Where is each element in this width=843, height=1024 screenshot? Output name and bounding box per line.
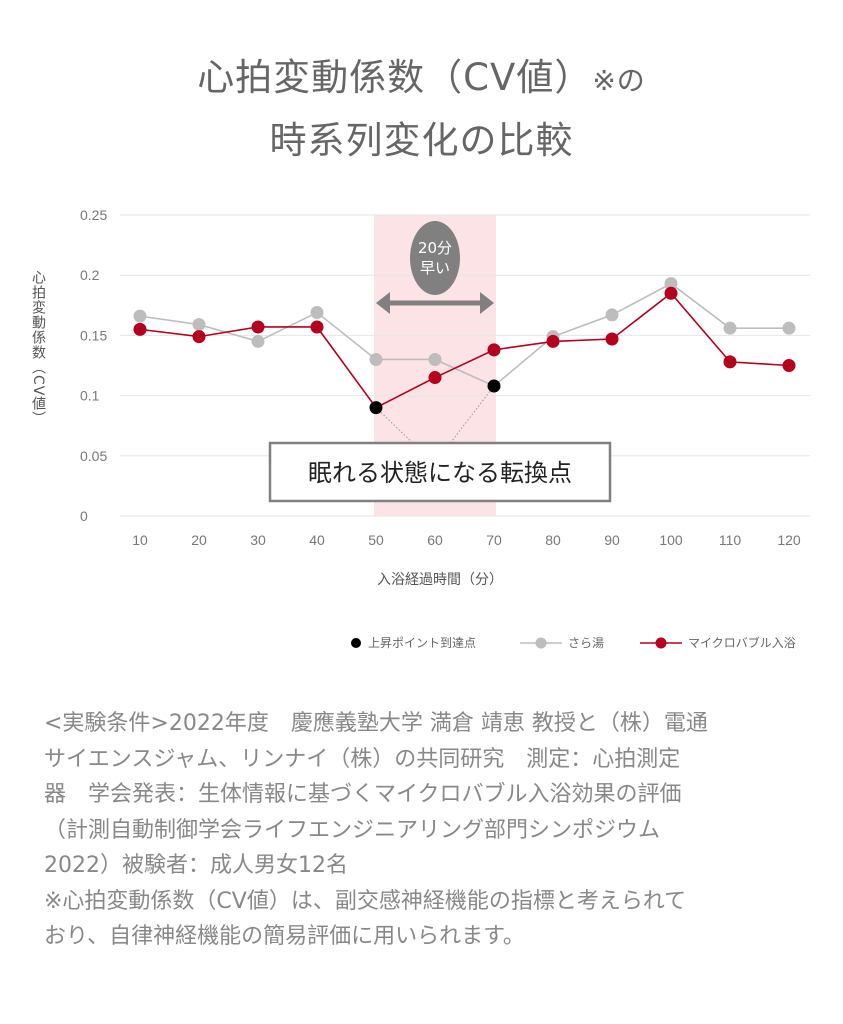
bubble [410,221,460,295]
legend-peak: 上昇ポイント到達点 [350,634,476,651]
data-point [487,379,501,393]
arrow-left-icon [376,292,390,314]
note-line: （計測自動制御学会ライフエンジニアリング部門シンポジウム [44,817,661,843]
x-tick-label: 70 [486,532,502,548]
note-line: <実験条件>2022年度 慶應義塾大学 満倉 靖恵 教授と（株）電通 [44,711,708,736]
data-point [605,332,619,346]
annotation-text: 眠れる状態になる転換点 [308,459,572,487]
series-line-sara [139,282,789,387]
note-line: 器 学会発表：生体情報に基づくマイクロバブル入浴効果の評価 [44,782,682,807]
arrow-right-icon [480,292,494,314]
bubble-line1: 20分 [418,239,452,257]
legend-microbubble: マイクロバブル入浴 [640,634,796,651]
title-line2: 時系列変化の比較 [269,119,574,162]
y-tick-label: 0.05 [80,448,107,464]
data-point [546,334,560,348]
y-tick-label: 0.2 [80,267,100,283]
data-point [664,286,678,300]
note-line: 2022）被験者：成人男女12名 [44,853,348,878]
data-point [192,330,206,344]
x-tick-label: 90 [604,532,620,548]
data-point [664,277,678,291]
red-line-marker-icon [640,637,682,648]
x-tick-label: 20 [191,532,207,548]
note-line: おり、自律神経機能の簡易評価に用いられます。 [44,924,525,949]
data-point [428,371,442,385]
x-tick-label: 10 [132,532,148,548]
data-point [192,318,206,332]
x-tick-label: 40 [309,532,325,548]
x-tick-label: 50 [368,532,384,548]
data-point [723,355,737,369]
x-tick-label: 30 [250,532,266,548]
x-tick-label: 60 [427,532,443,548]
leader-line [444,385,495,451]
legend-sara: さら湯 [520,634,604,651]
y-tick-label: 0 [80,508,88,524]
data-point [782,359,796,372]
black-dot-icon [351,637,361,648]
y-tick-label: 0.25 [80,207,107,223]
data-point [428,352,442,366]
y-tick-label: 0.1 [80,388,100,404]
note-line: ※心拍変動係数（CV値）は、副交感神経機能の指標と考えられて [44,888,687,914]
experiment-notes: <実験条件>2022年度 慶應義塾大学 満倉 靖恵 教授と（株）電通 サイエンス… [44,706,824,955]
series-line-microbubble [139,292,790,409]
data-point [369,352,383,366]
note-line: サイエンスジャム、リンナイ（株）の共同研究 測定：心拍測定 [44,746,681,772]
legend-sara-label: さら湯 [568,636,605,650]
legend: 上昇ポイント到達点 さら湯 マイクロバブル入浴 [0,634,843,654]
y-axis-label: 心拍変動係数（CV値） [30,270,46,427]
line-chart: 0 0.05 0.1 0.15 0.2 0.25 10 20 30 40 50 60 70 80 90 100… [80,207,810,588]
data-point [605,308,619,322]
data-point [782,321,796,335]
data-point [723,321,737,335]
legend-peak-label: 上昇ポイント到達点 [368,636,477,650]
legend-microbubble-label: マイクロバブル入浴 [688,636,796,650]
bubble-line2: 早い [420,259,450,277]
x-tick-label: 110 [719,532,742,548]
title-suffix: ※の [592,64,646,97]
annotation-box [268,441,612,503]
gray-line-marker-icon [520,637,562,648]
data-point [369,401,383,415]
data-point [133,322,147,336]
data-point [251,320,265,334]
data-point [487,343,501,357]
title-line1: 心拍変動係数（CV値） [197,56,593,99]
data-point [251,334,265,348]
x-tick-label: 80 [545,532,561,548]
x-tick-label: 100 [659,532,683,548]
data-point [133,309,147,323]
data-point [310,320,324,334]
x-axis-label: 入浴経過時間（分） [377,572,503,588]
x-tick-label: 120 [777,532,801,548]
data-point [310,306,324,320]
y-tick-label: 0.15 [80,327,107,343]
chart-title: 心拍変動係数（CV値）※の 時系列変化の比較 [0,48,843,171]
